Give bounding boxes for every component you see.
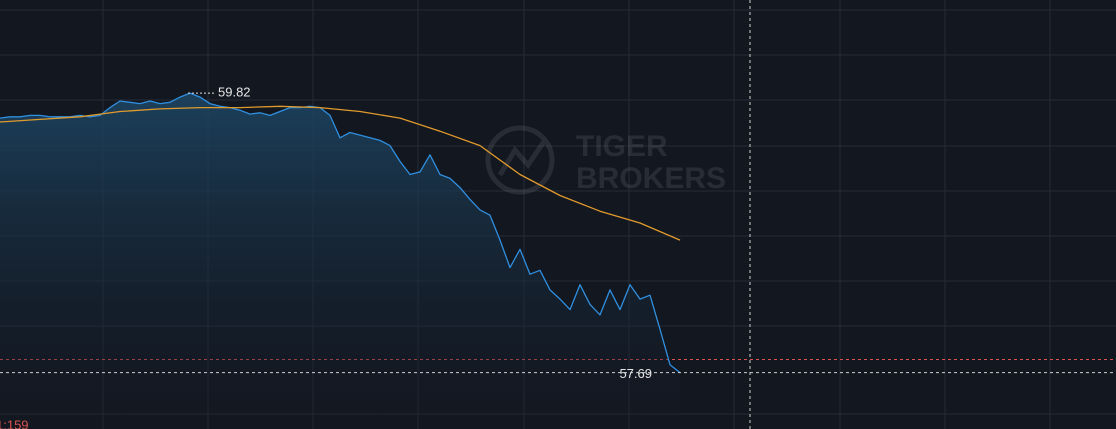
watermark-text: BROKERS <box>576 162 726 195</box>
watermark: TIGER BROKERS <box>485 125 726 195</box>
price-line <box>0 92 681 374</box>
high-label: 59.82 <box>218 85 251 100</box>
watermark-text: TIGER <box>576 130 668 163</box>
average-line <box>0 105 681 241</box>
price-area <box>0 93 680 429</box>
time-label: 1:159 <box>0 417 29 429</box>
low-label: 57.69 <box>619 366 652 381</box>
